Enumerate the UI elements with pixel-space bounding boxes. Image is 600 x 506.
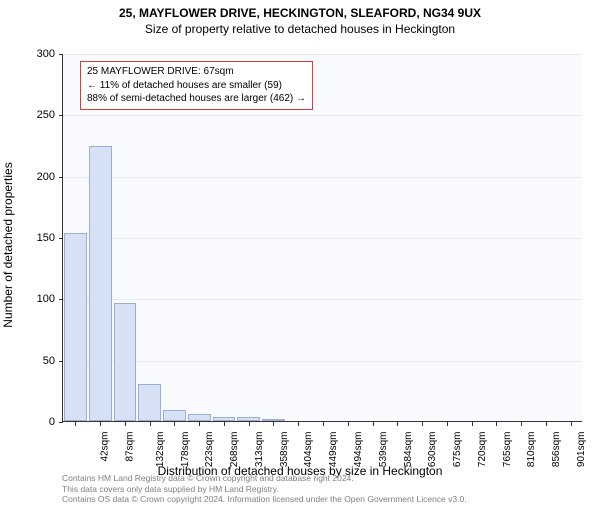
- gridline: [63, 115, 582, 116]
- ytick-label: 150: [25, 232, 55, 244]
- gridline: [63, 54, 582, 55]
- gridline: [63, 177, 582, 178]
- info-line-2: ← 11% of detached houses are smaller (59…: [87, 79, 306, 93]
- xtick-mark: [150, 422, 151, 426]
- ytick-mark: [59, 299, 63, 300]
- xtick-mark: [373, 422, 374, 426]
- bar: [262, 419, 285, 421]
- ytick-mark: [59, 422, 63, 423]
- y-axis-label: Number of detached properties: [1, 162, 15, 327]
- footer: Contains HM Land Registry data © Crown c…: [62, 473, 467, 504]
- xtick-label: 358sqm: [279, 432, 290, 468]
- xtick-mark: [521, 422, 522, 426]
- xtick-mark: [397, 422, 398, 426]
- bar: [163, 410, 186, 421]
- bar: [114, 303, 137, 421]
- xtick-mark: [100, 422, 101, 426]
- xtick-mark: [571, 422, 572, 426]
- xtick-label: 630sqm: [427, 432, 438, 468]
- xtick-mark: [75, 422, 76, 426]
- xtick-label: 856sqm: [551, 432, 562, 468]
- ytick-label: 250: [25, 109, 55, 121]
- xtick-mark: [174, 422, 175, 426]
- xtick-mark: [348, 422, 349, 426]
- bar: [138, 384, 161, 421]
- chart-area: 05010015020025030042sqm87sqm132sqm178sqm…: [62, 54, 582, 422]
- xtick-mark: [224, 422, 225, 426]
- bar: [89, 146, 112, 421]
- xtick-label: 42sqm: [100, 432, 111, 462]
- ytick-label: 50: [25, 355, 55, 367]
- ytick-label: 100: [25, 293, 55, 305]
- xtick-label: 901sqm: [576, 432, 587, 468]
- gridline: [63, 361, 582, 362]
- info-line-1: 25 MAYFLOWER DRIVE: 67sqm: [87, 65, 306, 79]
- xtick-label: 404sqm: [304, 432, 315, 468]
- page-subtitle: Size of property relative to detached ho…: [0, 22, 600, 36]
- footer-line-3: Contains OS data © Crown copyright 2024.…: [62, 494, 467, 504]
- bar: [213, 417, 236, 421]
- gridline: [63, 299, 582, 300]
- xtick-label: 87sqm: [125, 432, 136, 462]
- xtick-label: 494sqm: [353, 432, 364, 468]
- xtick-label: 539sqm: [378, 432, 389, 468]
- page-title: 25, MAYFLOWER DRIVE, HECKINGTON, SLEAFOR…: [0, 6, 600, 20]
- xtick-label: 313sqm: [254, 432, 265, 468]
- xtick-mark: [249, 422, 250, 426]
- xtick-mark: [298, 422, 299, 426]
- xtick-label: 132sqm: [155, 432, 166, 468]
- bar: [64, 233, 87, 421]
- ytick-label: 0: [25, 416, 55, 428]
- xtick-label: 449sqm: [328, 432, 339, 468]
- ytick-mark: [59, 361, 63, 362]
- xtick-mark: [323, 422, 324, 426]
- xtick-label: 223sqm: [205, 432, 216, 468]
- ytick-label: 300: [25, 48, 55, 60]
- ytick-mark: [59, 238, 63, 239]
- xtick-mark: [546, 422, 547, 426]
- xtick-mark: [273, 422, 274, 426]
- bar: [188, 414, 211, 421]
- xtick-label: 675sqm: [452, 432, 463, 468]
- footer-line-2: This data covers only data supplied by H…: [62, 484, 467, 494]
- gridline: [63, 238, 582, 239]
- bar: [237, 417, 260, 421]
- xtick-mark: [472, 422, 473, 426]
- ytick-mark: [59, 177, 63, 178]
- xtick-mark: [125, 422, 126, 426]
- xtick-mark: [496, 422, 497, 426]
- info-line-3: 88% of semi-detached houses are larger (…: [87, 92, 306, 106]
- xtick-label: 584sqm: [403, 432, 414, 468]
- xtick-label: 810sqm: [526, 432, 537, 468]
- footer-line-1: Contains HM Land Registry data © Crown c…: [62, 473, 467, 483]
- ytick-mark: [59, 54, 63, 55]
- xtick-label: 765sqm: [502, 432, 513, 468]
- xtick-mark: [447, 422, 448, 426]
- xtick-label: 720sqm: [477, 432, 488, 468]
- ytick-mark: [59, 115, 63, 116]
- xtick-label: 178sqm: [180, 432, 191, 468]
- ytick-label: 200: [25, 171, 55, 183]
- xtick-mark: [199, 422, 200, 426]
- xtick-label: 268sqm: [229, 432, 240, 468]
- xtick-mark: [422, 422, 423, 426]
- info-box: 25 MAYFLOWER DRIVE: 67sqm ← 11% of detac…: [80, 61, 313, 110]
